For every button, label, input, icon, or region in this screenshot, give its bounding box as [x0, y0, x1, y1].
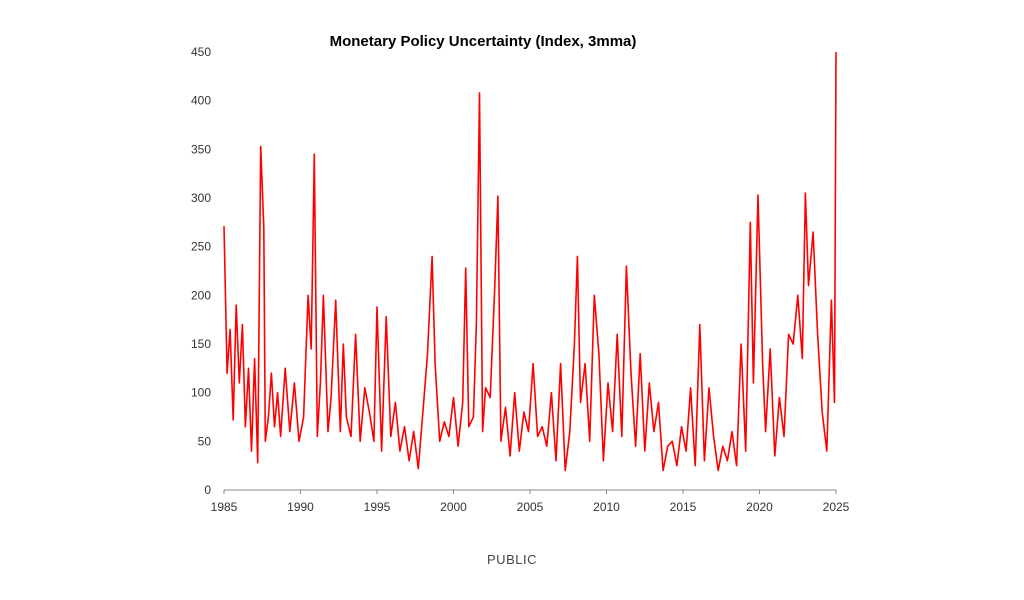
y-tick-label: 350 — [191, 142, 211, 156]
chart-title: Monetary Policy Uncertainty (Index, 3mma… — [330, 33, 637, 50]
x-tick-label: 2010 — [593, 500, 620, 514]
y-tick-label: 50 — [198, 434, 212, 448]
x-tick-label: 2000 — [440, 500, 467, 514]
series-group — [223, 51, 837, 472]
x-tick-label: 1995 — [364, 500, 391, 514]
x-tick-label: 2025 — [823, 500, 850, 514]
y-tick-label: 150 — [191, 337, 211, 351]
series-line — [223, 51, 837, 472]
y-tick-label: 200 — [191, 288, 211, 302]
y-tick-label: 450 — [191, 45, 211, 59]
y-tick-label: 300 — [191, 191, 211, 205]
x-tick-label: 1990 — [287, 500, 314, 514]
x-tick-label: 1985 — [211, 500, 238, 514]
y-tick-label: 400 — [191, 94, 211, 108]
x-tick-label: 2015 — [670, 500, 697, 514]
x-tick-label: 2020 — [746, 500, 773, 514]
y-tick-label: 250 — [191, 240, 211, 254]
y-axis-ticks: 0 50 100 150 200 250 300 350 400 450 — [191, 45, 211, 497]
footer-label: PUBLIC — [487, 552, 537, 567]
y-tick-label: 100 — [191, 386, 211, 400]
x-axis-ticks: 1985 1990 1995 2000 2005 2010 2015 2020 2025 — [211, 490, 850, 514]
y-tick-label: 0 — [204, 483, 211, 497]
x-tick-label: 2005 — [517, 500, 544, 514]
